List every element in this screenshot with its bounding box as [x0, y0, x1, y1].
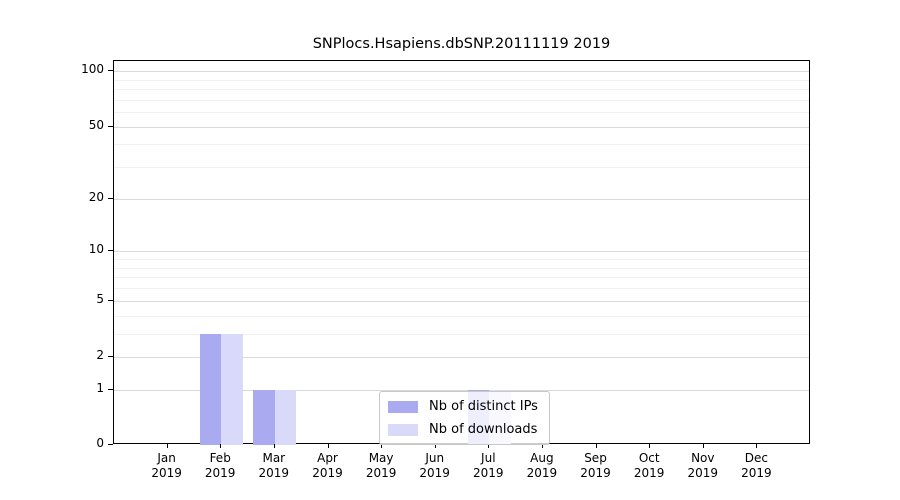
legend-item-distinct-ips: Nb of distinct IPs	[388, 399, 538, 414]
y-tick-mark	[108, 299, 113, 301]
major-gridline	[114, 300, 809, 302]
y-tick-mark	[108, 70, 113, 72]
x-tick-mark	[381, 444, 383, 448]
bar	[253, 390, 275, 445]
x-tick-month: Jul	[481, 451, 496, 465]
minor-gridline	[114, 167, 809, 169]
x-tick-label: Nov 2019	[675, 451, 731, 481]
major-gridline	[114, 390, 809, 391]
x-tick-month: Jun	[425, 451, 445, 465]
major-gridline	[114, 126, 809, 128]
chart-title: SNPlocs.Hsapiens.dbSNP.20111119 2019	[312, 36, 611, 52]
x-tick-label: Jul 2019	[460, 451, 516, 481]
x-tick-mark	[488, 444, 490, 448]
x-tick-mark	[434, 444, 436, 448]
x-tick-mark	[220, 444, 222, 448]
minor-gridline	[114, 277, 809, 279]
x-tick-label: Jun 2019	[407, 451, 463, 481]
y-tick-label: 10	[88, 242, 104, 257]
y-tick-label: 5	[96, 291, 104, 306]
minor-gridline	[114, 89, 809, 90]
bar	[274, 390, 297, 445]
x-tick-mark	[595, 444, 597, 448]
x-tick-month: Apr	[317, 451, 338, 465]
bar	[221, 333, 243, 445]
x-tick-mark	[649, 444, 651, 448]
y-tick-label: 1	[96, 381, 104, 395]
y-tick-mark	[108, 444, 113, 445]
minor-gridline	[114, 333, 809, 335]
x-tick-month: Aug	[530, 451, 554, 465]
minor-gridline	[114, 315, 809, 317]
x-tick-year: 2019	[258, 466, 290, 480]
x-tick-year: 2019	[312, 466, 343, 480]
x-tick-year: 2019	[687, 466, 719, 480]
x-tick-label: Sep 2019	[568, 451, 624, 481]
legend: Nb of distinct IPs Nb of downloads	[379, 391, 550, 445]
major-gridline	[114, 357, 809, 358]
legend-label-downloads: Nb of downloads	[429, 422, 538, 437]
x-tick-year: 2019	[526, 466, 558, 480]
y-tick-mark	[108, 356, 113, 357]
minor-gridline	[114, 267, 809, 269]
x-tick-label: Apr 2019	[300, 451, 356, 481]
x-tick-mark	[702, 444, 704, 448]
minor-gridline	[114, 144, 809, 146]
legend-item-downloads: Nb of downloads	[388, 422, 538, 437]
x-tick-month: Jan	[157, 451, 176, 465]
minor-gridline	[114, 112, 809, 114]
legend-swatch-downloads	[388, 423, 418, 436]
x-tick-label: Feb 2019	[192, 451, 248, 481]
y-tick-label: 0	[96, 436, 104, 450]
x-tick-year: 2019	[580, 466, 611, 480]
y-tick-label: 2	[96, 348, 104, 362]
x-tick-mark	[166, 444, 168, 448]
y-tick-mark	[108, 389, 113, 390]
x-tick-year: 2019	[473, 466, 504, 480]
y-tick-label: 20	[88, 189, 104, 204]
x-tick-year: 2019	[633, 466, 665, 480]
plot-area: Nb of distinct IPs Nb of downloads	[113, 60, 810, 445]
x-tick-month: Dec	[744, 451, 768, 465]
x-tick-mark	[273, 444, 275, 448]
minor-gridline	[114, 79, 809, 81]
legend-label-distinct-ips: Nb of distinct IPs	[429, 399, 538, 414]
y-tick-mark	[108, 125, 113, 127]
minor-gridline	[114, 259, 809, 261]
bar	[199, 333, 222, 445]
major-gridline	[114, 71, 809, 73]
x-tick-mark	[756, 444, 758, 448]
y-tick-mark	[108, 197, 113, 199]
x-tick-month: Sep	[584, 451, 607, 465]
major-gridline	[114, 198, 809, 200]
x-tick-label: May 2019	[353, 451, 409, 481]
x-tick-mark	[327, 444, 329, 448]
x-tick-label: Oct 2019	[621, 451, 677, 481]
y-tick-label: 100	[81, 62, 104, 77]
x-tick-month: Nov	[691, 451, 715, 465]
x-tick-month: May	[368, 451, 394, 465]
y-tick-mark	[108, 250, 113, 252]
minor-gridline	[114, 288, 809, 290]
x-tick-month: Feb	[209, 451, 231, 465]
y-tick-label: 50	[88, 117, 104, 132]
x-tick-mark	[541, 444, 543, 448]
x-tick-year: 2019	[204, 466, 236, 480]
x-tick-label: Mar 2019	[246, 451, 302, 481]
x-tick-year: 2019	[365, 466, 397, 480]
x-tick-month: Oct	[638, 451, 660, 465]
minor-gridline	[114, 99, 809, 101]
x-tick-label: Dec 2019	[728, 451, 784, 481]
major-gridline	[114, 251, 809, 253]
x-tick-label: Jan 2019	[139, 451, 195, 481]
x-tick-year: 2019	[419, 466, 450, 480]
x-tick-label: Aug 2019	[514, 451, 570, 481]
x-tick-year: 2019	[741, 466, 772, 480]
legend-swatch-distinct-ips	[388, 400, 418, 413]
x-tick-month: Mar	[262, 451, 286, 465]
x-tick-year: 2019	[151, 466, 182, 480]
